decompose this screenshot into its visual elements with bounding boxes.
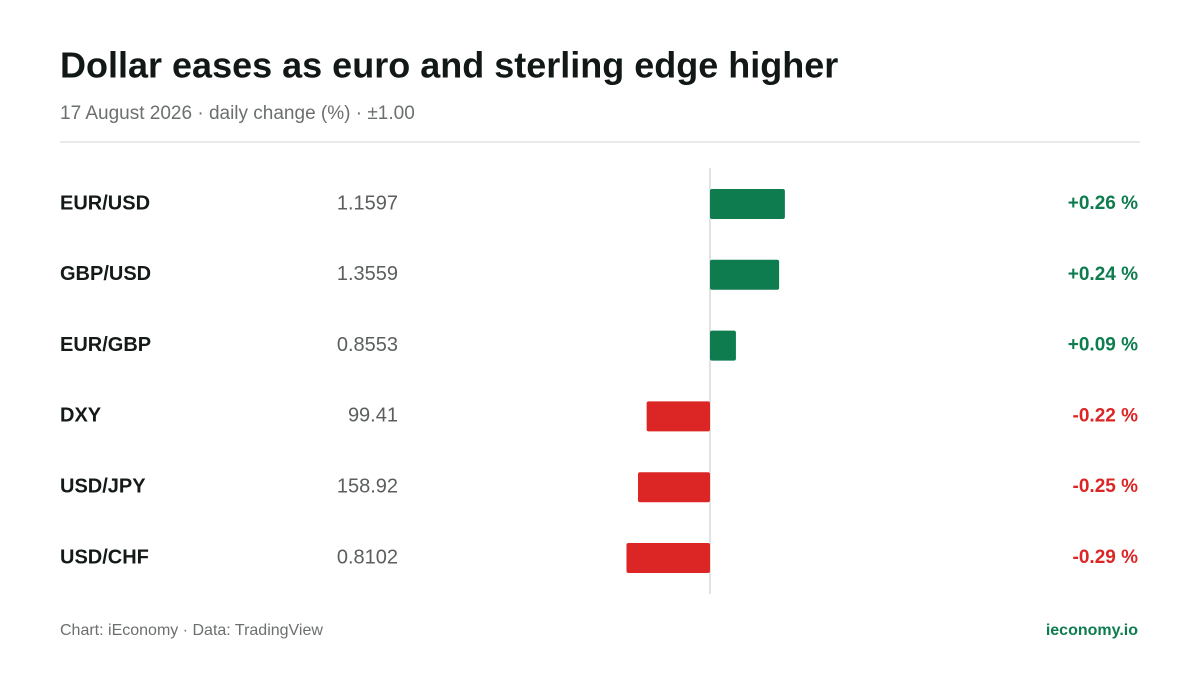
- rate: 99.41: [348, 405, 398, 427]
- pair-label: EUR/GBP: [60, 334, 151, 356]
- value-label: +0.26 %: [1068, 193, 1138, 214]
- rate: 1.3559: [337, 263, 398, 285]
- value-label: -0.29 %: [1073, 547, 1139, 568]
- bar: [710, 259, 780, 290]
- value-label: -0.25 %: [1073, 476, 1139, 497]
- pair-label: USD/CHF: [60, 546, 149, 568]
- bar: [710, 189, 785, 219]
- bar: [646, 401, 710, 432]
- value-label: +0.24 %: [1068, 264, 1138, 285]
- value-label: +0.09 %: [1068, 335, 1138, 356]
- bar: [626, 543, 710, 573]
- pair-label: GBP/USD: [60, 263, 151, 285]
- pair-label: USD/JPY: [60, 475, 146, 497]
- pair-label: DXY: [60, 405, 102, 427]
- bar: [638, 472, 710, 503]
- rate: 0.8553: [337, 334, 398, 356]
- rate: 1.1597: [337, 192, 398, 214]
- bar: [710, 330, 736, 361]
- source: Chart: iEconomy · Data: TradingView: [60, 622, 323, 639]
- value-label: -0.22 %: [1073, 405, 1139, 426]
- site-link: ieconomy.io: [1046, 622, 1138, 639]
- chart-title: Dollar eases as euro and sterling edge h…: [60, 45, 838, 86]
- rate: 0.8102: [337, 546, 398, 568]
- pair-label: EUR/USD: [60, 192, 150, 214]
- rate: 158.92: [337, 475, 398, 497]
- chart-subtitle: 17 August 2026 · daily change (%) · ±1.0…: [60, 103, 415, 124]
